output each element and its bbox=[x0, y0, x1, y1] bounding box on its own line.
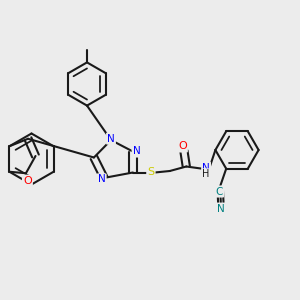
Text: N: N bbox=[217, 204, 225, 214]
Text: O: O bbox=[23, 176, 32, 186]
Text: H: H bbox=[202, 169, 210, 179]
Text: N: N bbox=[98, 174, 106, 184]
Text: C: C bbox=[216, 187, 223, 196]
Text: N: N bbox=[107, 134, 115, 144]
Text: O: O bbox=[178, 141, 187, 152]
Text: N: N bbox=[133, 146, 140, 157]
Text: S: S bbox=[147, 167, 155, 177]
Text: N: N bbox=[202, 163, 210, 173]
